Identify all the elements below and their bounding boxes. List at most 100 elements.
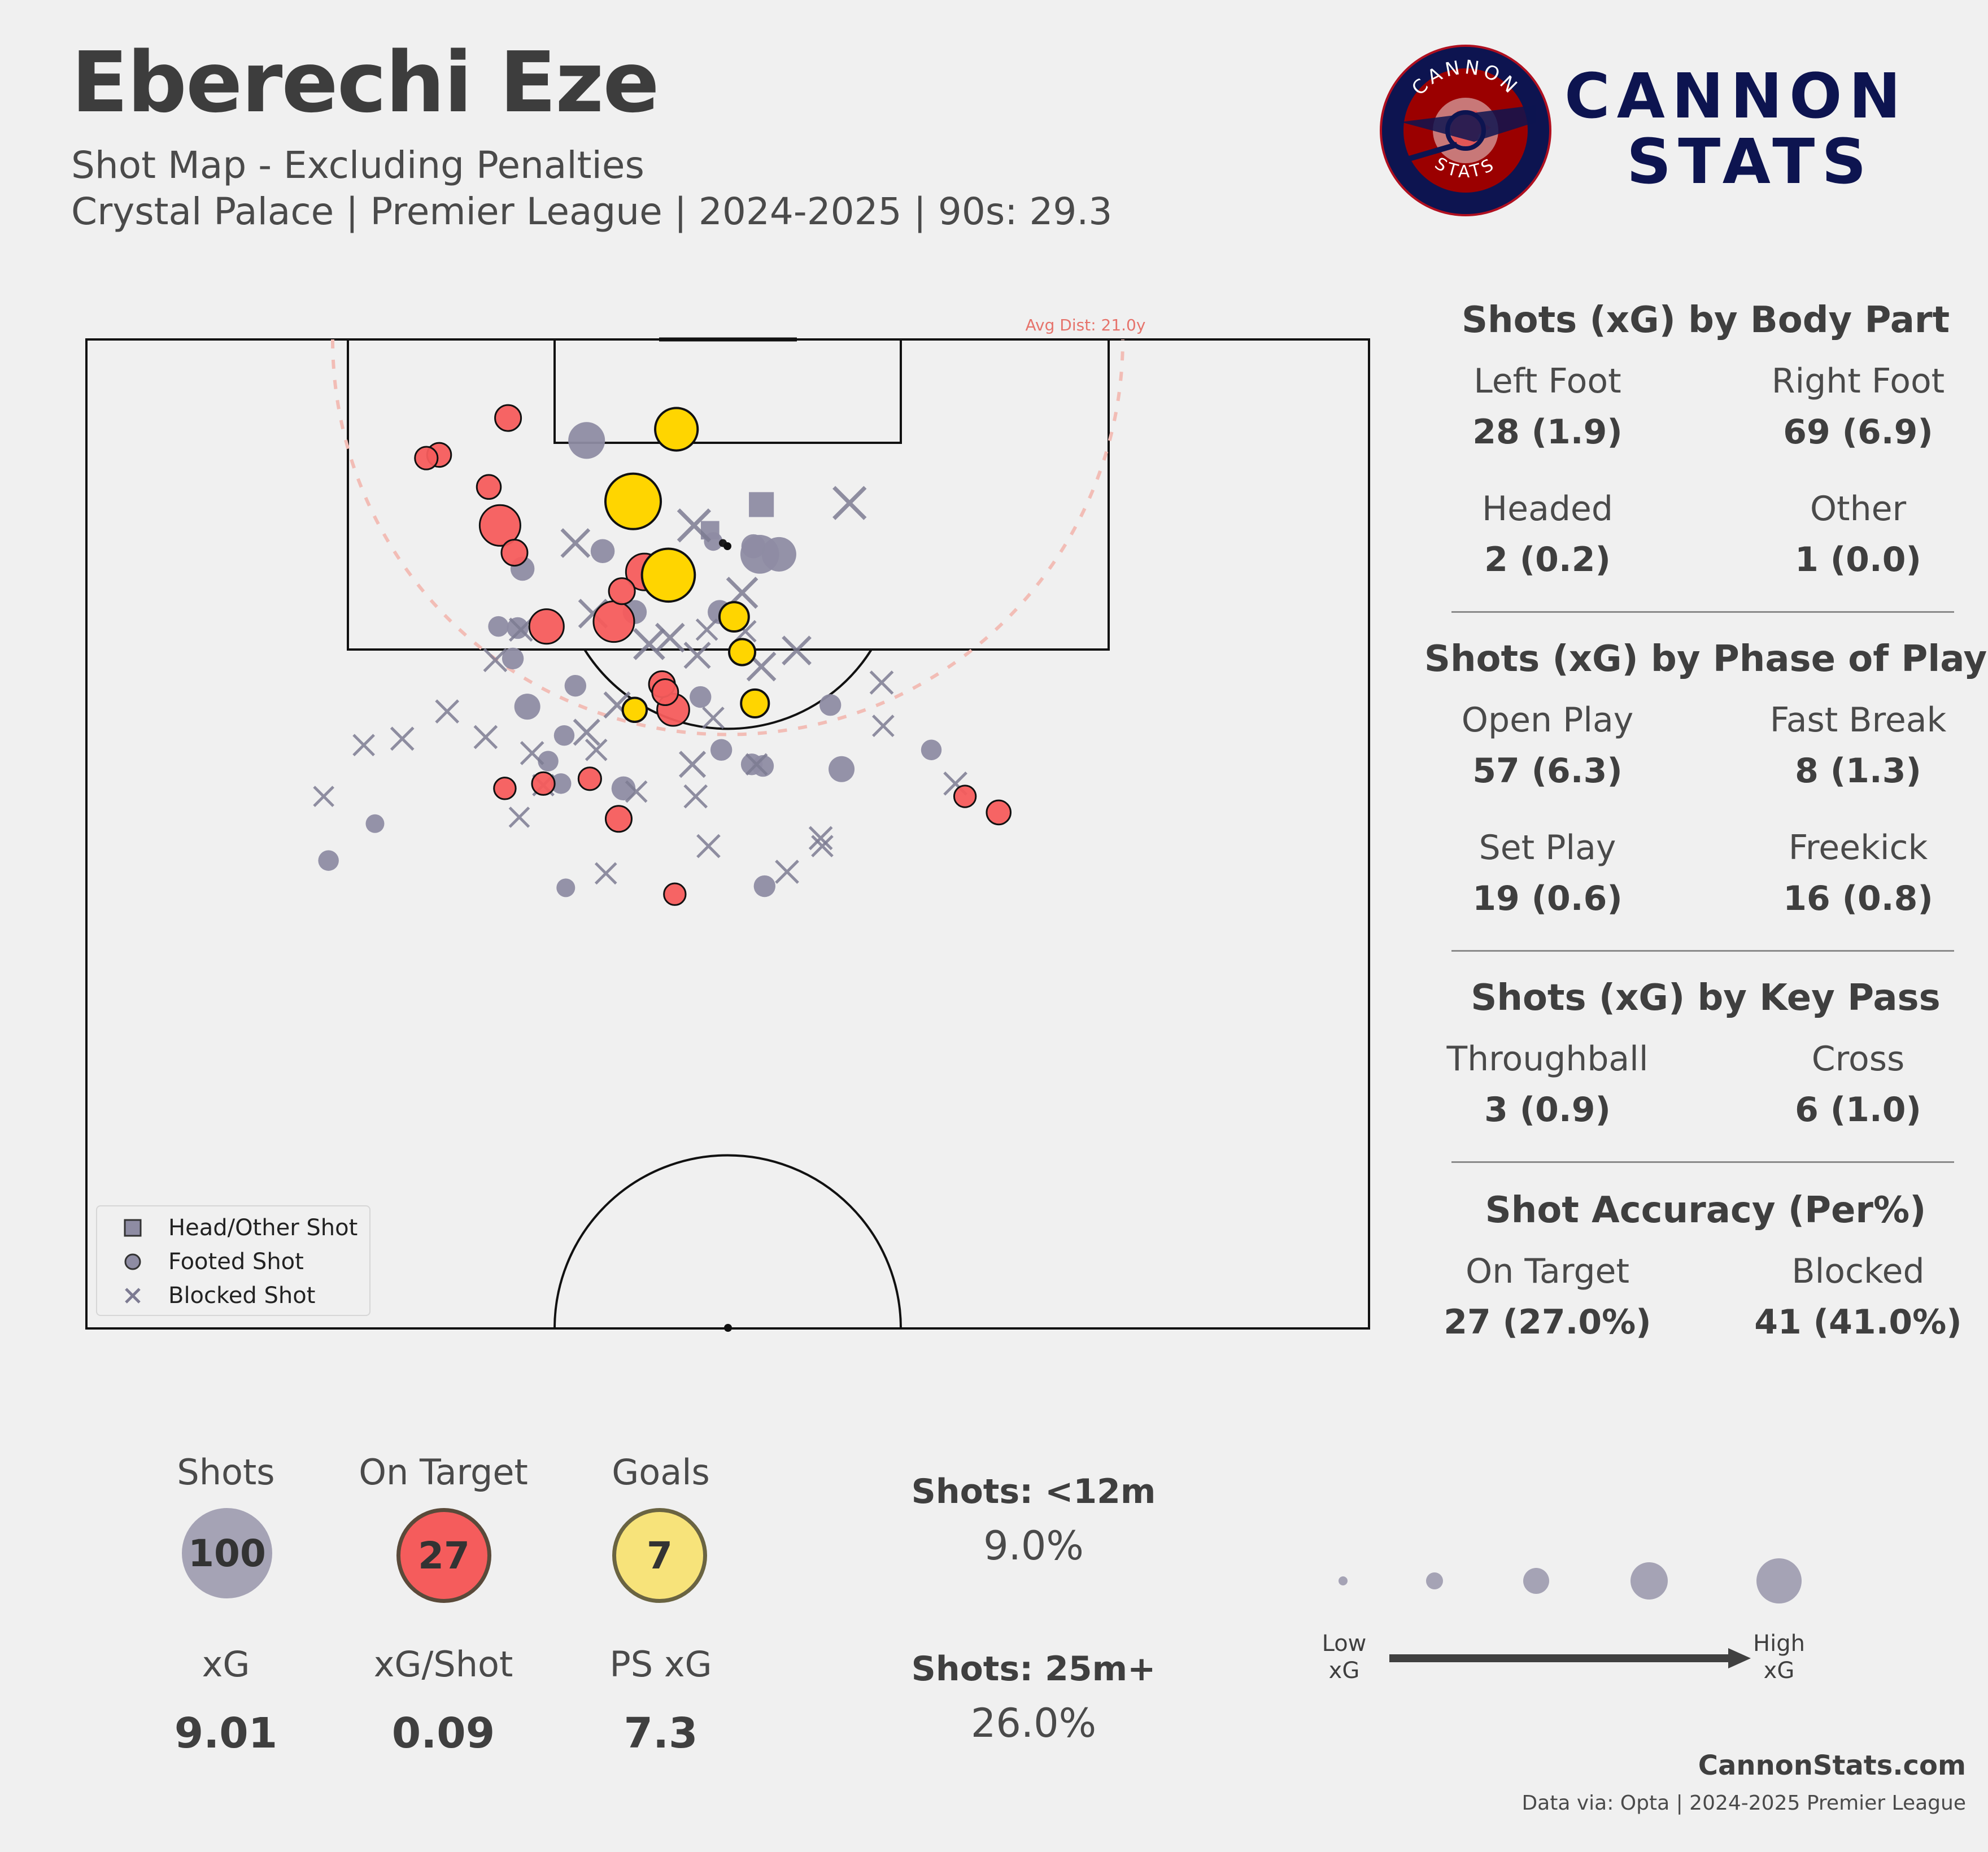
shot-marker xyxy=(611,776,636,801)
shot-marker xyxy=(690,686,712,708)
marker-legend: Head/Other Shot Footed Shot Blocked Shot xyxy=(96,1205,370,1316)
match-info: Crystal Palace | Premier League | 2024-2… xyxy=(71,190,1113,233)
summary-label-xg-per-shot: xG/Shot xyxy=(373,1644,513,1685)
on-target-marker xyxy=(986,799,1012,826)
pitch-outline xyxy=(85,338,1370,1330)
stat-value-throughball: 3 (0.9) xyxy=(1484,1090,1611,1130)
blocked-shot-marker xyxy=(483,648,508,673)
avg-distance-arc xyxy=(331,339,1124,737)
brand-line-1: CANNON xyxy=(1564,60,1908,132)
cannon-stats-logo-icon: CANNON STATS xyxy=(1380,45,1551,216)
shot-marker xyxy=(318,850,339,871)
shot-marker xyxy=(502,647,524,670)
goal-marker xyxy=(740,688,770,718)
blocked-shot-marker xyxy=(313,786,334,807)
blocked-shot-marker xyxy=(702,707,725,729)
shot-marker xyxy=(556,878,576,897)
footer-source: Data via: Opta | 2024-2025 Premier Leagu… xyxy=(1521,1792,1966,1815)
blocked-shot-marker xyxy=(683,784,708,809)
size-legend-dot xyxy=(1339,1576,1348,1585)
brand-line-2: STATS xyxy=(1627,125,1873,198)
goal-marker xyxy=(640,547,696,603)
on-target-marker xyxy=(592,600,635,643)
on-target-marker xyxy=(414,446,439,470)
shot-marker xyxy=(761,537,796,572)
size-legend-dot xyxy=(1426,1572,1443,1589)
blocked-shot-marker xyxy=(508,807,530,828)
blocked-shot-marker xyxy=(808,826,833,851)
panel-body-part-title: Shots (xG) by Body Part xyxy=(1461,299,1950,341)
distance-label-over-25m: Shots: 25m+ xyxy=(911,1649,1156,1689)
shot-marker xyxy=(365,814,385,833)
blocked-shot-marker xyxy=(508,617,533,642)
blocked-shot-marker xyxy=(520,741,544,765)
penalty-arc xyxy=(583,648,873,730)
stat-value-fast-break: 8 (1.3) xyxy=(1795,751,1921,791)
goal-marker xyxy=(654,407,699,452)
shot-marker xyxy=(568,422,605,459)
blocked-shot-marker xyxy=(782,635,812,666)
shot-marker xyxy=(538,751,559,772)
shot-marker xyxy=(590,539,615,563)
player-name-title: Eberechi Eze xyxy=(71,34,660,131)
panel-phase-title: Shots (xG) by Phase of Play xyxy=(1424,638,1987,680)
shot-marker xyxy=(564,674,587,697)
shot-marker xyxy=(752,755,774,777)
stat-value-headed: 2 (0.2) xyxy=(1484,540,1611,579)
footer-site: CannonStats.com xyxy=(1698,1750,1966,1781)
blocked-shot-marker xyxy=(832,486,867,520)
goal-marker xyxy=(604,472,662,530)
shot-marker xyxy=(921,739,942,760)
shot-marker xyxy=(741,534,766,559)
xg-size-legend xyxy=(1339,1558,1802,1668)
blocked-shot-marker xyxy=(696,834,721,859)
shot-marker xyxy=(488,616,509,637)
panel-accuracy-title: Shot Accuracy (Per%) xyxy=(1485,1189,1926,1231)
square-marker-icon xyxy=(120,1215,146,1241)
blocked-shot-marker xyxy=(811,835,834,857)
size-legend-dot xyxy=(1756,1558,1802,1603)
size-legend-high-label: High xG xyxy=(1753,1631,1805,1684)
summary-label-shots: Shots xyxy=(177,1452,275,1493)
goal-marker xyxy=(728,638,757,666)
blocked-shot-marker xyxy=(745,753,768,776)
shot-markers xyxy=(313,404,1012,906)
blocked-shot-marker xyxy=(585,738,608,761)
stat-value-freekick: 16 (0.8) xyxy=(1783,879,1933,918)
stat-label-right-foot: Right Foot xyxy=(1771,361,1945,401)
stat-label-set-play: Set Play xyxy=(1479,828,1616,868)
blocked-shot-marker xyxy=(435,699,460,724)
size-legend-dot xyxy=(1523,1568,1549,1594)
stat-label-open-play: Open Play xyxy=(1461,700,1634,740)
stat-label-left-foot: Left Foot xyxy=(1473,361,1621,401)
blocked-shot-marker xyxy=(869,670,894,695)
stat-value-right-foot: 69 (6.9) xyxy=(1783,412,1933,452)
stat-value-blocked: 41 (41.0%) xyxy=(1754,1302,1962,1342)
stat-label-on-target: On Target xyxy=(1466,1252,1629,1291)
summary-circle-on-target: 27 xyxy=(396,1508,491,1603)
shot-marker xyxy=(710,739,733,761)
stat-value-other: 1 (0.0) xyxy=(1795,540,1921,579)
on-target-marker xyxy=(577,766,602,791)
blocked-shot-marker xyxy=(695,618,718,641)
blocked-shot-marker xyxy=(352,734,375,757)
blocked-shot-marker xyxy=(775,860,799,884)
size-legend-dot xyxy=(1630,1562,1668,1600)
summary-value-on-target: 27 xyxy=(418,1533,470,1578)
shot-marker xyxy=(553,725,575,746)
shot-marker xyxy=(514,694,540,720)
summary-value-xg: 9.01 xyxy=(174,1709,278,1758)
goal-marker xyxy=(621,696,648,724)
divider xyxy=(1451,1161,1954,1163)
summary-circle-goals: 7 xyxy=(612,1508,707,1603)
distance-value-over-25m: 26.0% xyxy=(970,1700,1097,1746)
summary-label-xg: xG xyxy=(202,1644,250,1685)
stat-value-cross: 6 (1.0) xyxy=(1795,1090,1921,1130)
circle-marker-icon xyxy=(120,1249,146,1275)
distance-label-under-12m: Shots: <12m xyxy=(911,1472,1156,1511)
arrow-right-icon xyxy=(1728,1648,1751,1668)
summary-value-ps-xg: 7.3 xyxy=(624,1709,698,1758)
chart-subtitle: Shot Map - Excluding Penalties xyxy=(71,143,644,187)
avg-distance-label: Avg Dist: 21.0y xyxy=(1026,316,1146,334)
divider xyxy=(1451,611,1954,613)
